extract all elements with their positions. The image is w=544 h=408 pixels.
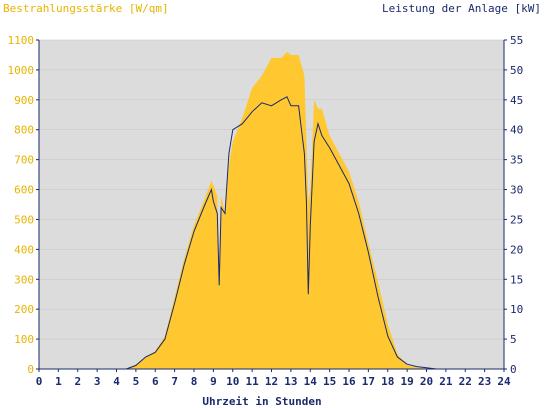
x-tick-label: 10	[226, 375, 239, 388]
right-tick-label: 50	[510, 64, 523, 77]
left-tick-label: 1000	[8, 64, 35, 77]
x-tick-label: 11	[246, 375, 260, 388]
right-tick-label: 15	[510, 273, 523, 286]
left-tick-label: 500	[14, 213, 34, 226]
x-tick-label: 18	[381, 375, 394, 388]
x-tick-label: 17	[362, 375, 375, 388]
x-tick-label: 14	[304, 375, 318, 388]
right-tick-label: 35	[510, 154, 523, 167]
x-tick-label: 5	[133, 375, 140, 388]
right-tick-label: 0	[510, 363, 517, 376]
right-tick-label: 5	[510, 333, 517, 346]
right-tick-label: 45	[510, 94, 523, 107]
x-tick-label: 9	[210, 375, 217, 388]
left-tick-label: 0	[27, 363, 34, 376]
left-tick-label: 200	[14, 303, 34, 316]
left-tick-label: 1100	[8, 34, 35, 47]
x-tick-label: 8	[191, 375, 198, 388]
x-tick-label: 23	[478, 375, 491, 388]
right-tick-label: 30	[510, 184, 523, 197]
right-tick-label: 40	[510, 124, 523, 137]
left-tick-label: 600	[14, 184, 34, 197]
x-tick-label: 4	[113, 375, 120, 388]
x-tick-label: 12	[265, 375, 278, 388]
left-tick-label: 100	[14, 333, 34, 346]
right-axis-title: Leistung der Anlage [kW]	[382, 2, 541, 15]
left-axis-title: Bestrahlungsstärke [W/qm]	[3, 2, 169, 15]
x-tick-labels: 0 1 2 3 4 5 6 7 8 9 10 11 12 13 14 15 16 17 18 19 20 21 22 23 24	[36, 369, 511, 388]
x-tick-label: 3	[94, 375, 101, 388]
x-tick-label: 22	[459, 375, 472, 388]
x-tick-label: 0	[36, 375, 43, 388]
x-tick-label: 6	[152, 375, 159, 388]
left-tick-label: 800	[14, 124, 34, 137]
power-line	[39, 96, 504, 370]
left-tick-labels: 0 100 200 300 400 500 600 700 800 900 1000 1100	[8, 34, 39, 376]
x-tick-label: 19	[401, 375, 414, 388]
x-tick-label: 15	[323, 375, 336, 388]
x-tick-label: 16	[342, 375, 356, 388]
x-tick-label: 13	[284, 375, 297, 388]
left-tick-label: 300	[14, 273, 34, 286]
x-tick-label: 7	[171, 375, 178, 388]
x-tick-label: 21	[439, 375, 453, 388]
right-tick-label: 55	[510, 34, 523, 47]
x-tick-label: 2	[74, 375, 81, 388]
left-tick-label: 900	[14, 94, 34, 107]
x-tick-label: 24	[497, 375, 511, 388]
irradiance-area	[39, 52, 504, 369]
left-tick-label: 400	[14, 243, 34, 256]
right-tick-label: 10	[510, 303, 523, 316]
left-tick-label: 700	[14, 154, 34, 167]
x-tick-label: 1	[55, 375, 62, 388]
x-axis-title: Uhrzeit in Stunden	[202, 395, 321, 408]
right-tick-label: 25	[510, 213, 523, 226]
right-tick-label: 20	[510, 243, 523, 256]
x-tick-label: 20	[420, 375, 433, 388]
right-tick-labels: 0 5 10 15 20 25 30 35 40 45 50 55	[504, 34, 523, 376]
